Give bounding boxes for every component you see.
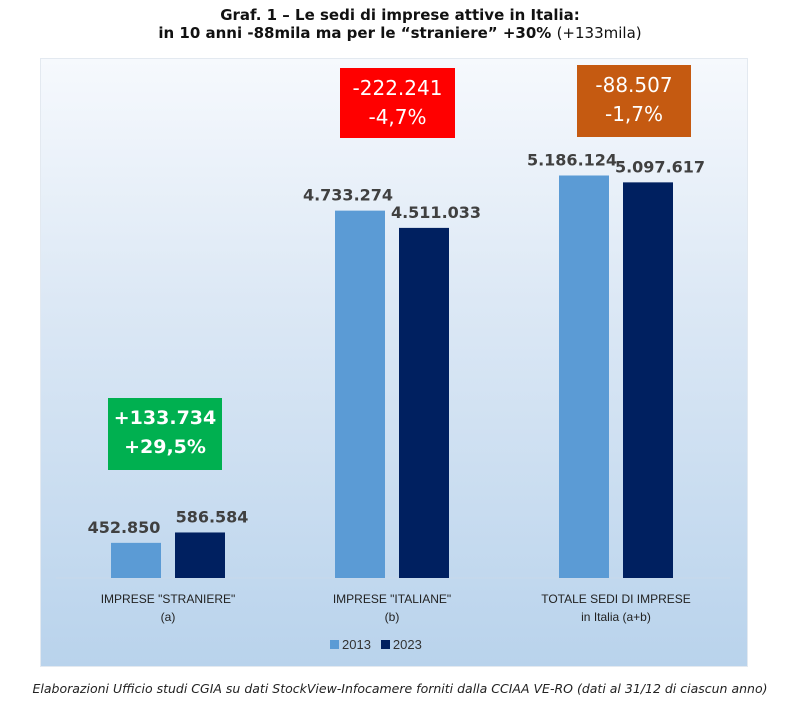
- chart-title: Graf. 1 – Le sedi di imprese attive in I…: [220, 6, 580, 24]
- category-line2: in Italia (a+b): [581, 610, 651, 624]
- chart-subtitle: in 10 anni -88mila ma per le “straniere”…: [0, 24, 800, 42]
- subtitle-normal: (+133mila): [556, 24, 642, 42]
- legend-item-2023: 2023: [380, 637, 422, 652]
- annotation-straniere: +133.734 +29,5%: [108, 398, 222, 470]
- legend-swatch: [380, 640, 390, 649]
- bar-2023-0: [175, 532, 225, 578]
- category-line1: TOTALE SEDI DI IMPRESE: [541, 592, 691, 606]
- data-label-2023-2: 5.097.617: [615, 157, 705, 176]
- bar-2023-2: [623, 182, 673, 578]
- category-label-totale: TOTALE SEDI DI IMPRESE in Italia (a+b): [516, 590, 716, 626]
- legend-label: 2013: [342, 637, 371, 652]
- annotation-value: -88.507: [595, 73, 673, 97]
- category-line1: IMPRESE "ITALIANE": [332, 592, 452, 606]
- data-label-2013-1: 4.733.274: [303, 186, 393, 205]
- data-label-2013-2: 5.186.124: [527, 150, 617, 169]
- bar-2023-1: [399, 227, 449, 579]
- bar-2013-2: [559, 175, 609, 578]
- annotation-italiane: -222.241 -4,7%: [340, 68, 455, 138]
- data-label-2013-0: 452.850: [88, 518, 161, 537]
- legend-item-2013: 2013: [330, 637, 371, 652]
- data-label-2023-0: 586.584: [176, 507, 249, 526]
- legend: 2013 2023: [330, 637, 422, 652]
- category-line2: (b): [384, 610, 400, 624]
- category-line1: IMPRESE "STRANIERE": [100, 592, 236, 606]
- category-label-straniere: IMPRESE "STRANIERE" (a): [68, 590, 268, 626]
- bar-2013-1: [335, 210, 385, 578]
- annotation-percent: -4,7%: [368, 105, 427, 129]
- bar-2013-0: [111, 542, 161, 578]
- annotation-percent: +29,5%: [124, 436, 206, 458]
- legend-swatch: [330, 640, 339, 649]
- annotation-value: +133.734: [113, 407, 217, 429]
- data-label-2023-1: 4.511.033: [391, 203, 481, 222]
- source-note: Elaborazioni Ufficio studi CGIA su dati …: [32, 681, 768, 696]
- annotation-percent: -1,7%: [604, 102, 664, 126]
- legend-label: 2023: [392, 637, 422, 652]
- annotation-value: -222.241: [352, 76, 443, 100]
- category-label-italiane: IMPRESE "ITALIANE" (b): [292, 590, 492, 626]
- subtitle-bold: in 10 anni -88mila ma per le “straniere”…: [158, 24, 552, 42]
- annotation-totale: -88.507 -1,7%: [577, 65, 691, 137]
- category-line2: (a): [160, 610, 176, 624]
